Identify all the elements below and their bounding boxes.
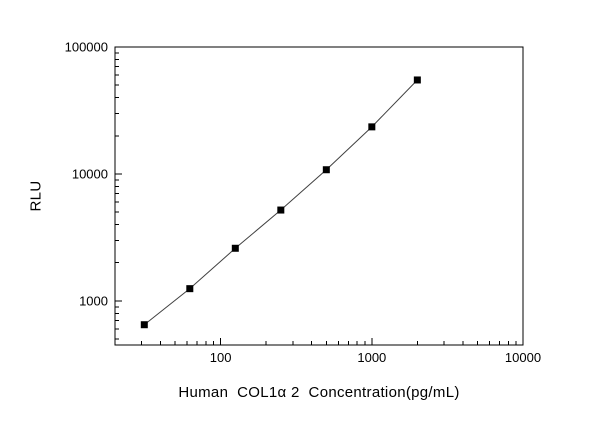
y-axis-ticks: 1000 10000 100000 [65,40,122,340]
x-axis-ticks: 100 1000 10000 [114,338,541,365]
data-point [186,285,194,293]
series-line [143,79,418,326]
x-axis-title: Human COL1α 2 Concentration(pg/mL) [178,384,460,401]
y-tick-label: 1000 [79,293,108,308]
y-axis-title: RLU [27,180,45,212]
data-point [413,76,421,84]
data-point [277,206,285,214]
x-tick-label: 1000 [357,350,386,365]
x-tick-label: 100 [210,350,232,365]
data-point [368,123,376,131]
plot-frame [114,46,524,346]
plot-area: 100 1000 10000 1000 10000 100000 [65,40,541,366]
data-point [322,166,330,174]
data-point [140,321,148,329]
y-tick-label: 10000 [72,166,108,181]
series-markers [140,76,421,329]
x-tick-label: 10000 [505,350,541,365]
data-point [231,244,239,252]
y-tick-label: 100000 [65,40,108,55]
